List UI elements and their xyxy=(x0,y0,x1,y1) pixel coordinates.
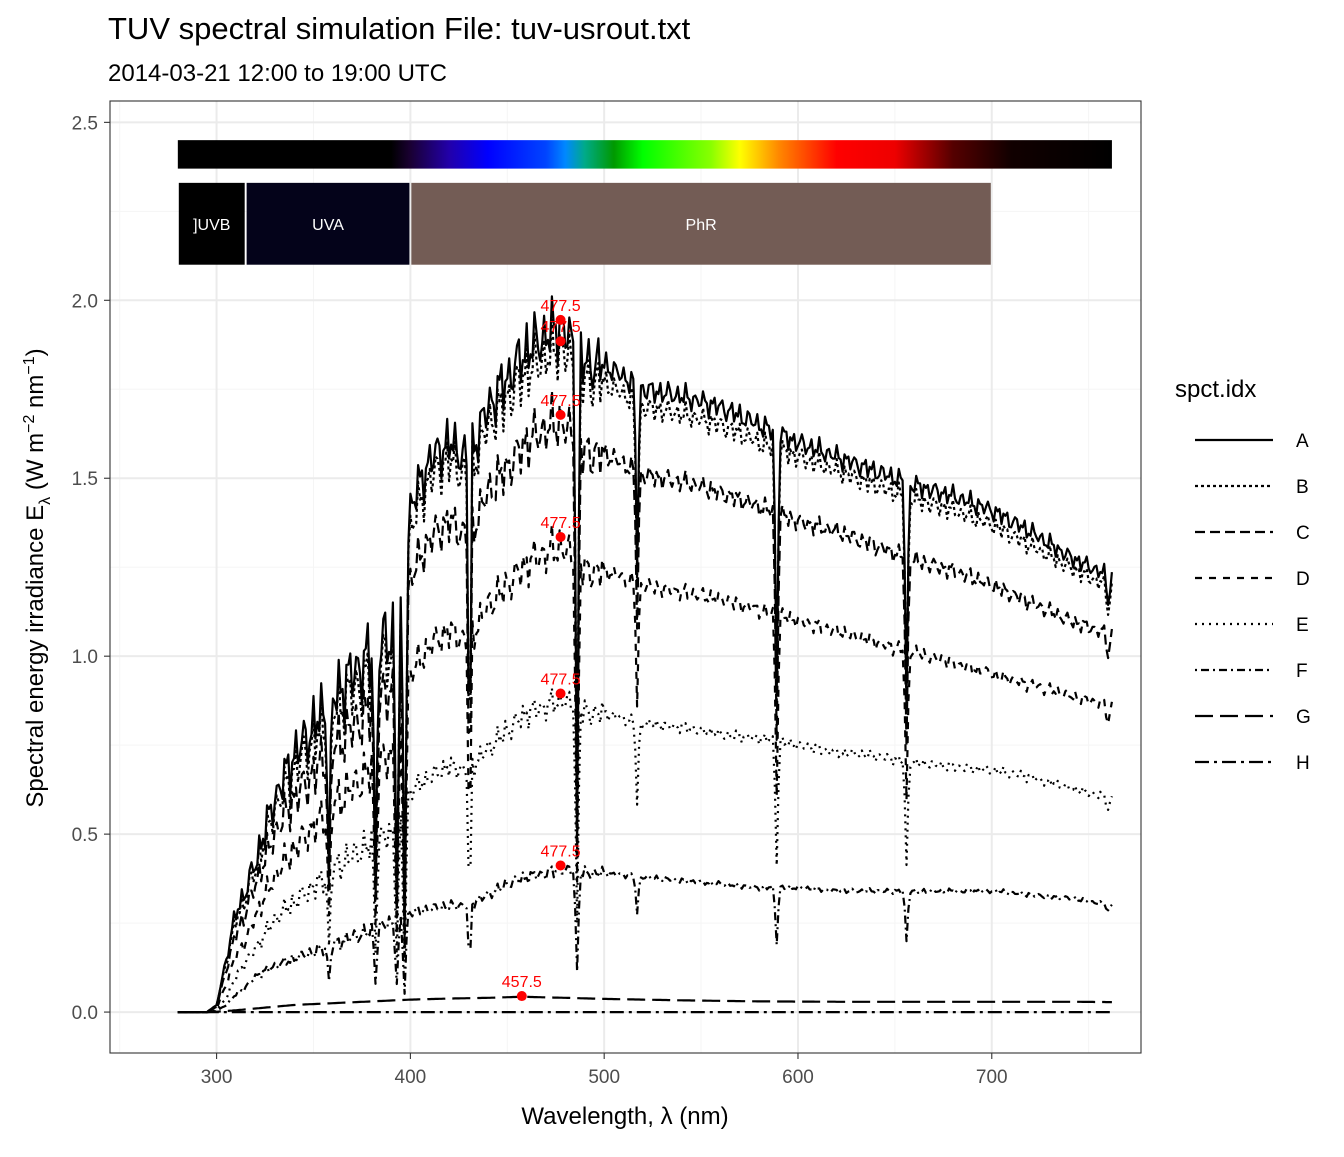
legend: spct.idx A B C D E F G H xyxy=(1175,376,1311,774)
x-tick-label: 500 xyxy=(588,1067,620,1088)
series-line-f xyxy=(177,864,1113,1014)
x-axis-title: Wavelength, λ (nm) xyxy=(521,1103,728,1130)
y-tick-label: 1.0 xyxy=(72,647,98,668)
band-label: UVA xyxy=(312,217,344,234)
band-label: ]UVB xyxy=(193,217,230,234)
chart-subtitle: 2014-03-21 12:00 to 19:00 UTC xyxy=(108,60,447,87)
peak-point-b xyxy=(555,336,566,347)
y-axis: 0.0 0.5 1.0 1.5 2.0 2.5 xyxy=(72,113,110,1024)
peak-point-f xyxy=(555,860,566,871)
legend-label-f: F xyxy=(1296,661,1308,682)
peak-label: 477.5 xyxy=(541,393,581,410)
band-uva xyxy=(246,182,410,265)
series-line-c xyxy=(177,389,1113,1014)
peak-label: 477.5 xyxy=(541,843,581,860)
y-axis-title-sup1: −2 xyxy=(21,415,38,433)
y-tick-label: 1.5 xyxy=(72,469,98,490)
y-tick-label: 2.0 xyxy=(72,291,98,312)
peak-point-a xyxy=(555,314,566,325)
y-axis-title-unit-mid: nm xyxy=(22,375,49,415)
panel-border xyxy=(109,100,1142,1054)
band-uvb xyxy=(178,182,245,265)
peak-label: 477.5 xyxy=(541,672,581,689)
x-axis: 300 400 500 600 700 xyxy=(201,1053,1008,1088)
y-axis-title-prefix: Spectral energy irradiance E xyxy=(22,505,49,808)
y-axis-title-sup2: −1 xyxy=(21,356,38,374)
series-line-g xyxy=(177,995,1112,1014)
series-line-a xyxy=(177,295,1113,1014)
legend-label-a: A xyxy=(1296,431,1309,452)
x-tick-label: 700 xyxy=(976,1067,1008,1088)
y-tick-label: 2.5 xyxy=(72,113,98,134)
legend-label-d: D xyxy=(1296,569,1310,590)
peak-markers: 477.5 477.5 477.5 477.5 477.5 477.5 457.5 xyxy=(502,298,581,1002)
legend-label-e: E xyxy=(1296,615,1309,636)
y-tick-label: 0.5 xyxy=(72,825,98,846)
peak-label: 477.5 xyxy=(541,298,581,315)
x-tick-label: 300 xyxy=(201,1067,233,1088)
y-axis-title-unit-open: (W m xyxy=(22,433,49,497)
visible-spectrum-color-bar xyxy=(177,140,1112,169)
y-axis-title: Spectral energy irradiance Eλ (W m−2 nm−… xyxy=(21,348,54,807)
legend-title: spct.idx xyxy=(1175,376,1256,403)
band-label: PhR xyxy=(686,217,717,234)
peak-label: 477.5 xyxy=(541,515,581,532)
legend-label-g: G xyxy=(1296,707,1311,728)
peak-label: 477.5 xyxy=(541,319,581,336)
y-tick-label: 0.0 xyxy=(72,1003,98,1024)
peak-point-e xyxy=(555,688,566,699)
peak-point-d xyxy=(555,531,566,542)
x-tick-label: 400 xyxy=(395,1067,427,1088)
legend-label-c: C xyxy=(1296,523,1310,544)
series-lines xyxy=(177,295,1113,1014)
peak-point-c xyxy=(555,409,566,420)
chart-title: TUV spectral simulation File: tuv-usrout… xyxy=(108,11,691,46)
y-axis-title-unit-close: ) xyxy=(22,348,49,356)
peak-label: 457.5 xyxy=(502,974,542,991)
legend-label-h: H xyxy=(1296,753,1310,774)
series-line-e xyxy=(177,687,1113,1014)
band-phr xyxy=(411,182,991,265)
x-tick-label: 600 xyxy=(782,1067,814,1088)
y-axis-title-subscript: λ xyxy=(37,497,54,505)
series-line-d xyxy=(177,523,1113,1014)
wavelength-bands: ]UVB UVA PhR xyxy=(177,140,1112,265)
peak-point-g xyxy=(516,991,527,1002)
series-line-b xyxy=(177,313,1113,1014)
legend-label-b: B xyxy=(1296,477,1309,498)
